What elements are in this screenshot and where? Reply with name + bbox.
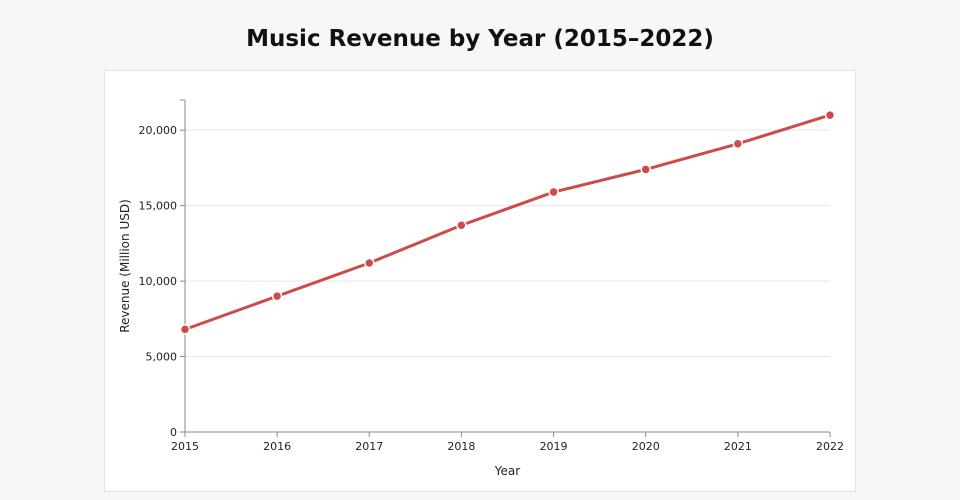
series-layer bbox=[183, 113, 832, 331]
data-point[interactable] bbox=[179, 324, 191, 335]
x-tick-label: 2015 bbox=[171, 440, 199, 453]
x-tick-label: 2022 bbox=[816, 440, 844, 453]
data-point[interactable] bbox=[732, 138, 744, 150]
data-point[interactable] bbox=[548, 186, 559, 198]
data-point[interactable] bbox=[824, 109, 836, 121]
y-axis-title: Revenue (Million USD) bbox=[118, 199, 132, 333]
data-point[interactable] bbox=[364, 257, 375, 269]
axes: 0 5,000 10,000 15,000 20,000 2015 2016 2017 2018… bbox=[139, 99, 844, 453]
y-tick-label: 10,000 bbox=[139, 275, 178, 288]
data-points bbox=[179, 109, 836, 335]
data-point[interactable] bbox=[640, 164, 651, 175]
data-point[interactable] bbox=[456, 220, 467, 231]
x-tick-label: 2020 bbox=[632, 440, 660, 453]
x-tick-label: 2018 bbox=[447, 440, 475, 453]
y-tick-label: 5,000 bbox=[146, 351, 178, 364]
x-tick-label: 2017 bbox=[355, 440, 383, 453]
x-tick-label: 2016 bbox=[263, 440, 291, 453]
x-tick-label: 2021 bbox=[724, 440, 752, 453]
series-line bbox=[183, 113, 832, 331]
x-tick-label: 2019 bbox=[540, 440, 568, 453]
x-axis-title: Year bbox=[494, 464, 520, 478]
grid-lines bbox=[185, 129, 830, 358]
data-point[interactable] bbox=[271, 290, 283, 302]
y-tick-label: 15,000 bbox=[139, 200, 178, 213]
y-tick-label: 20,000 bbox=[139, 124, 178, 137]
y-tick-label: 0 bbox=[170, 426, 177, 439]
chart-title: Music Revenue by Year (2015–2022) bbox=[246, 26, 714, 52]
